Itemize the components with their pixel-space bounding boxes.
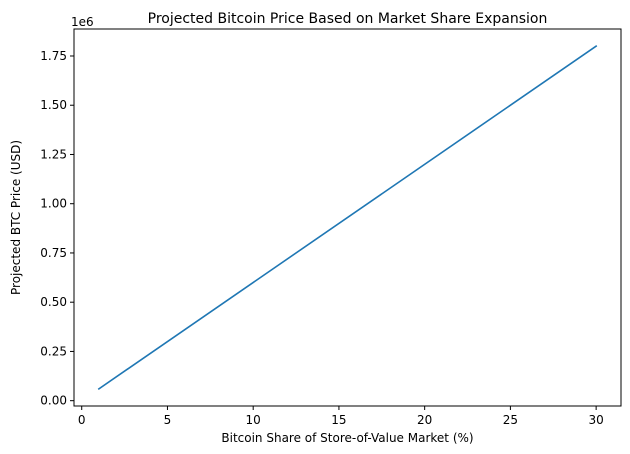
y-axis-ticks: 0.00 0.25 0.50 0.75 1.00 1.25 1.50 1.75 bbox=[40, 49, 74, 408]
x-tick-label: 30 bbox=[588, 413, 603, 427]
x-axis-ticks: 0 5 10 15 20 25 30 bbox=[78, 406, 604, 427]
y-tick-label: 1.25 bbox=[40, 147, 67, 161]
x-axis-label: Bitcoin Share of Store-of-Value Market (… bbox=[221, 431, 473, 445]
y-tick-label: 0.50 bbox=[40, 295, 67, 309]
y-tick-label: 1.00 bbox=[40, 197, 67, 211]
series-layer bbox=[97, 45, 598, 390]
x-tick-label: 10 bbox=[246, 413, 261, 427]
y-tick-label: 1.50 bbox=[40, 98, 67, 112]
plot-frame bbox=[73, 28, 622, 407]
x-tick-label: 20 bbox=[417, 413, 432, 427]
x-tick-label: 5 bbox=[164, 413, 172, 427]
y-tick-label: 0.75 bbox=[40, 246, 67, 260]
x-tick-label: 25 bbox=[503, 413, 518, 427]
x-tick-label: 0 bbox=[78, 413, 86, 427]
y-tick-label: 0.25 bbox=[40, 344, 67, 358]
series-line bbox=[97, 45, 598, 390]
y-offset-label: 1e6 bbox=[71, 15, 94, 29]
y-axis-label: Projected BTC Price (USD) bbox=[9, 140, 23, 295]
y-tick-label: 1.75 bbox=[40, 49, 67, 63]
chart-title: Projected Bitcoin Price Based on Market … bbox=[148, 11, 548, 27]
y-tick-label: 0.00 bbox=[40, 394, 67, 408]
x-tick-label: 15 bbox=[331, 413, 346, 427]
